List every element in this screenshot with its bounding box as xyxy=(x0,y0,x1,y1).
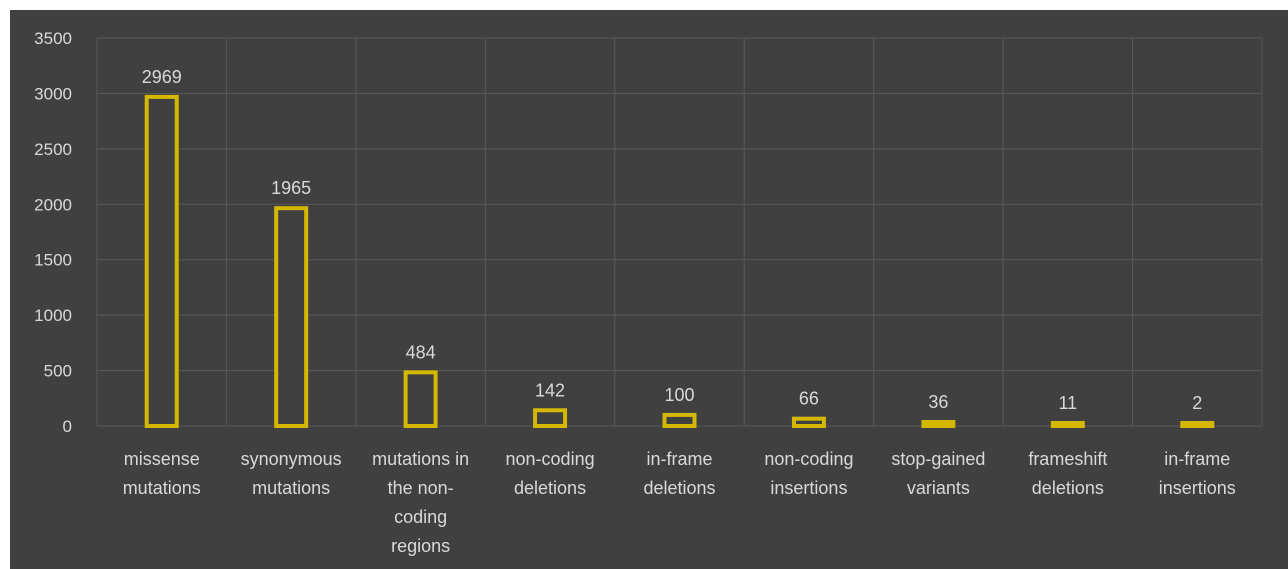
data-label: 2969 xyxy=(142,67,182,87)
category-label-line: in-frame xyxy=(1164,449,1230,469)
bars xyxy=(144,94,1215,429)
bar xyxy=(662,412,697,428)
grid-layer xyxy=(96,37,1263,427)
y-axis-ticks: 0 500 1000 1500 2000 2500 3000 3500 xyxy=(34,29,72,436)
category-label: in-frame deletions xyxy=(643,449,715,498)
category-label-line: insertions xyxy=(1159,478,1236,498)
category-label-line: deletions xyxy=(514,478,586,498)
category-label-line: the non- xyxy=(388,478,454,498)
category-label: in-frame insertions xyxy=(1159,449,1236,498)
category-label: stop-gained variants xyxy=(891,449,985,498)
data-label: 11 xyxy=(1058,393,1077,413)
data-label: 484 xyxy=(406,342,436,362)
category-label-line: non-coding xyxy=(506,449,595,469)
bar xyxy=(274,206,309,428)
category-label: non-coding insertions xyxy=(764,449,853,498)
bar xyxy=(533,408,568,429)
category-label-line: mutations xyxy=(252,478,330,498)
data-labels: 2969 1965 484 142 100 66 36 11 2 xyxy=(142,67,1203,413)
y-tick-label: 2000 xyxy=(34,195,72,214)
category-labels: missense mutations synonymous mutations muta… xyxy=(123,449,1236,556)
bar xyxy=(1050,421,1085,428)
data-label: 142 xyxy=(535,380,565,400)
category-label-line: missense xyxy=(124,449,200,469)
bar xyxy=(791,416,826,429)
y-tick-label: 2500 xyxy=(34,140,72,159)
bar xyxy=(144,94,179,428)
category-label-line: deletions xyxy=(643,478,715,498)
bar-chart: 0 500 1000 1500 2000 2500 3000 3500 2969 1965 484… xyxy=(34,29,1263,556)
category-label-line: in-frame xyxy=(646,449,712,469)
data-label: 36 xyxy=(928,392,948,412)
category-label: missense mutations xyxy=(123,449,201,498)
y-tick-label: 1000 xyxy=(34,306,72,325)
bar xyxy=(921,420,956,429)
category-label-line: synonymous xyxy=(241,449,342,469)
category-label-line: deletions xyxy=(1032,478,1104,498)
y-tick-label: 0 xyxy=(63,417,72,436)
category-label: mutations in the non-coding regions xyxy=(372,449,469,556)
category-label-line: frameshift xyxy=(1028,449,1107,469)
data-label: 2 xyxy=(1192,393,1202,413)
bar xyxy=(1180,421,1215,428)
category-label-line: insertions xyxy=(770,478,847,498)
chart-area: 0 500 1000 1500 2000 2500 3000 3500 2969 1965 484… xyxy=(10,10,1288,569)
data-label: 66 xyxy=(799,389,819,409)
category-label-line: mutations xyxy=(123,478,201,498)
y-tick-label: 500 xyxy=(44,362,72,381)
category-label-line: non-coding xyxy=(764,449,853,469)
category-label-line: coding xyxy=(394,507,447,527)
category-label: frameshift deletions xyxy=(1028,449,1107,498)
category-label: synonymous mutations xyxy=(241,449,342,498)
category-label: non-coding deletions xyxy=(506,449,595,498)
y-tick-label: 3000 xyxy=(34,84,72,103)
category-label-line: regions xyxy=(391,536,450,556)
category-label-line: mutations in xyxy=(372,449,469,469)
category-label-line: variants xyxy=(907,478,970,498)
category-label-line: stop-gained xyxy=(891,449,985,469)
data-label: 100 xyxy=(664,385,694,405)
y-tick-label: 1500 xyxy=(34,251,72,270)
data-label: 1965 xyxy=(271,178,311,198)
y-tick-label: 3500 xyxy=(34,29,72,48)
bar xyxy=(403,370,438,429)
